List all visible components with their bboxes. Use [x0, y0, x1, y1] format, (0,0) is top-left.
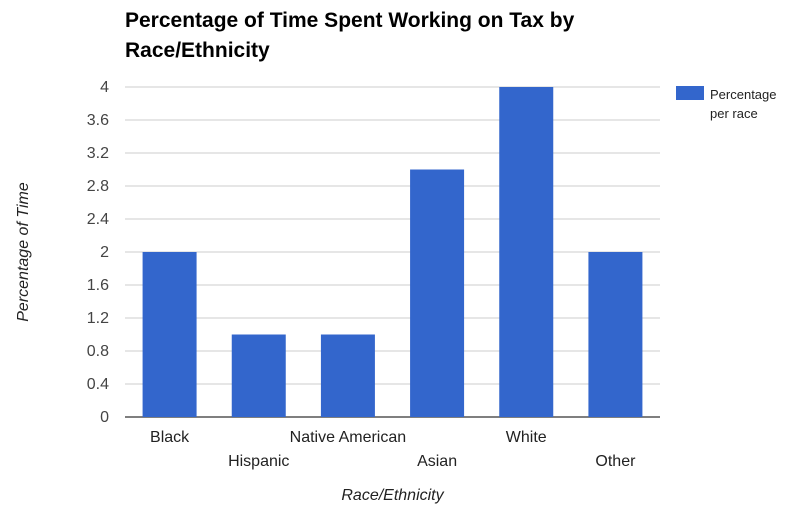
y-tick-label: 3.2 [87, 145, 109, 162]
y-tick-label: 1.2 [87, 310, 109, 327]
x-axis-title: Race/Ethnicity [341, 487, 444, 504]
y-tick-label: 4 [100, 79, 109, 96]
y-tick-label: 2.8 [87, 178, 109, 195]
chart-title: Percentage of Time Spent Working on Tax … [125, 9, 575, 62]
y-tick-label: 1.6 [87, 277, 109, 294]
y-tick-label: 0.8 [87, 343, 109, 360]
x-tick-label: Hispanic [228, 453, 289, 470]
bar-hispanic [231, 334, 286, 417]
bar-white [499, 87, 554, 417]
bar-black [142, 252, 197, 417]
x-tick-label: Other [595, 453, 636, 470]
bar-asian [410, 169, 465, 417]
x-tick-label: White [506, 429, 547, 446]
bar-native-american [320, 334, 375, 417]
y-tick-label: 0.4 [87, 376, 109, 393]
legend-label: Percentage per race [710, 87, 777, 121]
x-tick-label: Native American [290, 429, 407, 446]
bar-other [588, 252, 643, 417]
y-tick-label: 3.6 [87, 112, 109, 129]
y-tick-label: 2.4 [87, 211, 109, 228]
y-tick-label: 0 [100, 409, 109, 426]
x-tick-label: Black [150, 429, 190, 446]
y-axis-title: Percentage of Time [15, 182, 32, 322]
y-tick-label: 2 [100, 244, 109, 261]
legend-swatch [676, 86, 704, 100]
x-tick-label: Asian [417, 453, 457, 470]
